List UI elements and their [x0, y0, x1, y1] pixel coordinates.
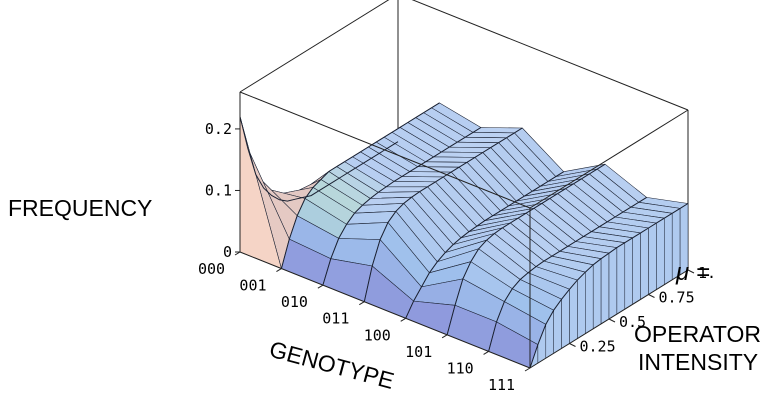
y-tick-label: 1. [698, 264, 716, 282]
x-tick-label: 110 [447, 359, 474, 377]
ridge-line-000 [239, 116, 399, 202]
surface-wall [632, 232, 641, 305]
frequency-surface [239, 102, 689, 369]
z-tick-label: 0 [223, 243, 232, 261]
box-edge [239, 91, 531, 209]
surface-wall [624, 237, 633, 310]
ridge-line-001 [280, 102, 440, 269]
surface-wall [569, 279, 578, 344]
box-edge [239, 0, 390, 93]
x-axis-title: GENOTYPE [267, 336, 397, 394]
x-tick-label: 111 [488, 376, 515, 394]
ridge-line-111 [529, 203, 689, 369]
x-tick-mark [400, 317, 406, 322]
ridge-line-101 [446, 163, 606, 336]
y-tick-label: 0.25 [580, 338, 616, 356]
x-tick-mark [524, 367, 531, 372]
y-tick-mark [648, 294, 655, 298]
x-tick-mark [317, 284, 324, 289]
z-tick-label: 0.2 [205, 120, 232, 138]
surface-wall [664, 212, 673, 286]
surface-wall [577, 271, 586, 340]
axis-ticks: 000 001 010 011 100 101 110 111 0.250.5 0.751. 0 0.… [198, 120, 716, 394]
ridge-line-100 [405, 171, 564, 319]
y-tick-mark [687, 269, 695, 274]
x-tick-label: 100 [364, 326, 391, 344]
surface-wall [600, 252, 610, 325]
x-tick-mark [276, 268, 282, 273]
y-tick-mark [569, 343, 576, 347]
box-edge [239, 251, 531, 369]
surface-wall [608, 247, 618, 320]
box-edge [529, 109, 689, 209]
y-axis-title-line2: INTENSITY [638, 349, 758, 375]
z-tick-label: 0.1 [205, 181, 232, 199]
surface-wall [592, 258, 602, 330]
ridge-line-011 [363, 127, 523, 302]
y-tick-label: 0.75 [659, 289, 695, 307]
x-tick-label: 001 [239, 277, 266, 295]
surface-wall [640, 227, 649, 300]
y-tick-mark [608, 318, 616, 323]
x-tick-label: 011 [322, 310, 349, 328]
x-tick-label: 010 [281, 293, 308, 311]
x-tick-label: 000 [198, 260, 225, 278]
surface-wall [656, 217, 665, 291]
y-tick-label: 0.5 [619, 313, 646, 331]
surface-wall [585, 264, 594, 335]
ridge-line-110 [488, 196, 647, 352]
x-tick-label: 101 [405, 343, 432, 361]
y-axis-title-line1: OPERATOR [634, 321, 761, 347]
surface-wall [648, 222, 657, 295]
y-axis-symbol: μ = [675, 259, 710, 286]
surface-facet [405, 300, 456, 336]
ridge-line-010 [322, 127, 482, 286]
surface-wall [616, 242, 626, 315]
z-axis-title: FREQUENCY [8, 195, 152, 221]
x-tick-mark [483, 350, 489, 355]
x-tick-mark [359, 301, 365, 306]
x-tick-mark [441, 334, 448, 339]
box-edge [411, 0, 689, 111]
